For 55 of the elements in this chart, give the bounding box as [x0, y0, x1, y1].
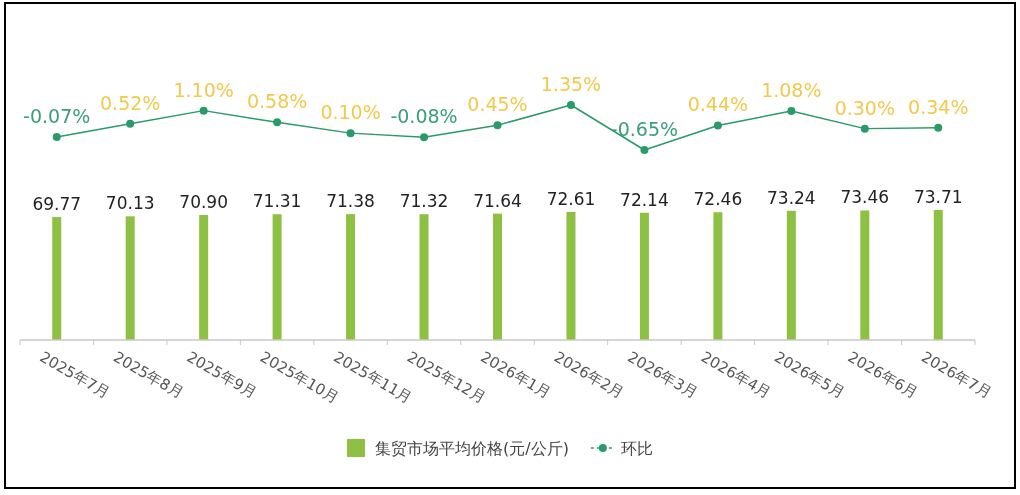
point [493, 121, 502, 130]
bar [52, 216, 62, 340]
point [934, 123, 943, 132]
data-label: 71.38 [326, 191, 375, 212]
legend-label: 环比 [620, 439, 653, 458]
point [199, 106, 208, 115]
point [420, 133, 429, 142]
data-label: 0.30% [834, 96, 895, 119]
data-label: -0.65% [610, 118, 679, 140]
point [273, 118, 282, 127]
data-label: -0.08% [390, 105, 458, 128]
point [52, 132, 61, 141]
point [640, 146, 649, 154]
data-label: 0.44% [687, 93, 749, 116]
data-label: 71.64 [473, 190, 522, 211]
point [787, 107, 796, 116]
bar [125, 216, 135, 340]
data-label: 1.35% [540, 73, 602, 95]
data-label: 70.13 [105, 193, 155, 214]
data-label: 73.71 [913, 187, 963, 207]
bar [713, 212, 723, 340]
data-label: 72.14 [620, 189, 669, 210]
data-label: 73.24 [767, 187, 816, 208]
bar [639, 212, 649, 340]
data-label: 0.45% [467, 93, 528, 116]
legend: 环比 [590, 439, 653, 458]
data-label: 0.34% [908, 95, 969, 118]
data-label: -0.07% [23, 104, 91, 127]
data-label: 71.32 [399, 191, 449, 212]
data-label: 1.08% [761, 79, 822, 102]
data-label: 71.31 [252, 191, 302, 212]
data-label: 73.46 [840, 187, 890, 208]
bar [566, 211, 576, 340]
data-label: 72.46 [693, 189, 743, 210]
bar [493, 213, 502, 340]
bar [272, 214, 282, 340]
point [346, 129, 355, 138]
bar [419, 214, 429, 340]
bar [346, 214, 356, 340]
data-label: 70.90 [179, 191, 228, 212]
data-label: 0.10% [320, 101, 381, 124]
bar [860, 210, 870, 340]
data-label: 69.77 [32, 193, 82, 214]
data-label: 0.58% [246, 90, 308, 113]
point [126, 119, 135, 128]
bar [933, 210, 943, 340]
point [566, 101, 575, 109]
data-label: 0.52% [100, 91, 161, 114]
bar [786, 210, 796, 340]
data-label: 72.61 [546, 188, 596, 209]
legend: 集贸市场平均价格(元/公斤) [347, 439, 569, 458]
point [860, 124, 869, 133]
bar [199, 214, 209, 340]
data-label: 1.10% [173, 78, 234, 101]
point [713, 121, 722, 130]
